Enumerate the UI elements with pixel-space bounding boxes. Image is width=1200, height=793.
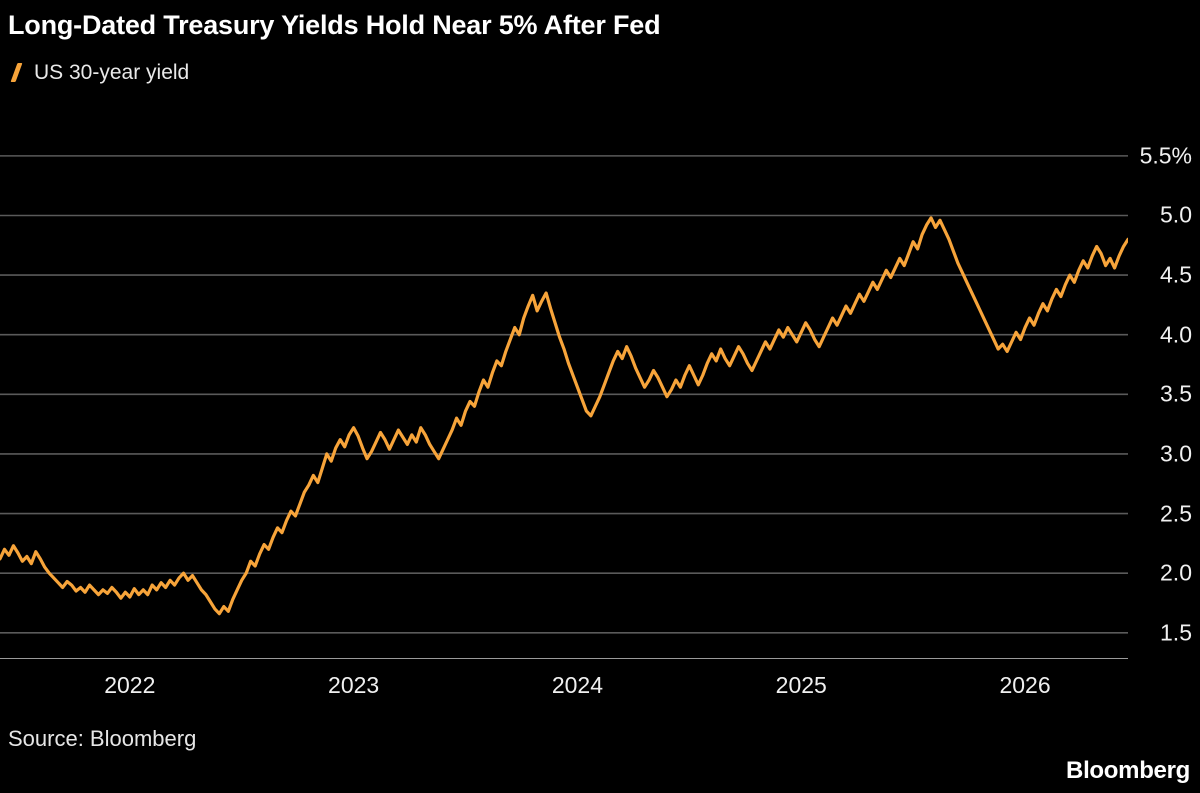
page-title: Long-Dated Treasury Yields Hold Near 5% …	[8, 10, 661, 40]
y-axis-tick-label: 3.0	[1160, 440, 1192, 467]
x-axis-tick-label: 2025	[775, 672, 827, 698]
y-axis-tick-label: 2.0	[1160, 559, 1192, 586]
legend-series-label: US 30-year yield	[34, 60, 190, 84]
legend-slash-icon	[8, 62, 25, 82]
plot-area	[0, 138, 1128, 659]
y-axis-tick-label: 4.5	[1160, 261, 1192, 288]
y-axis-tick-label: 1.5	[1160, 619, 1192, 646]
yield-line-chart	[0, 155, 1128, 659]
gridlines	[0, 155, 1128, 634]
x-axis-tick-label: 2024	[551, 672, 604, 698]
y-axis-tick-label: 4.0	[1160, 321, 1192, 348]
source-note: Source: Bloomberg	[8, 726, 197, 751]
chart-legend: US 30-year yield	[8, 58, 189, 86]
bloomberg-brand: Bloomberg	[1066, 757, 1190, 784]
y-axis-tick-label: 3.5	[1160, 380, 1192, 407]
y-axis-labels: 1.5 2.0 2.5 3.0 3.5 4.0 4.5 5.0 5.5%	[1128, 0, 1200, 700]
x-axis-tick-label: 2022	[104, 672, 156, 698]
series-lines	[0, 216, 1128, 616]
x-axis-tick-label: 2026	[999, 672, 1051, 698]
y-axis-tick-label: 5.5%	[1139, 142, 1192, 169]
x-axis-labels: 2022 2023 2024 2025 2026	[0, 672, 1128, 706]
y-axis-tick-label: 2.5	[1160, 500, 1192, 527]
y-axis-tick-label: 5.0	[1160, 201, 1192, 228]
x-axis-tick-label: 2023	[328, 672, 380, 698]
series-line	[0, 216, 1128, 616]
